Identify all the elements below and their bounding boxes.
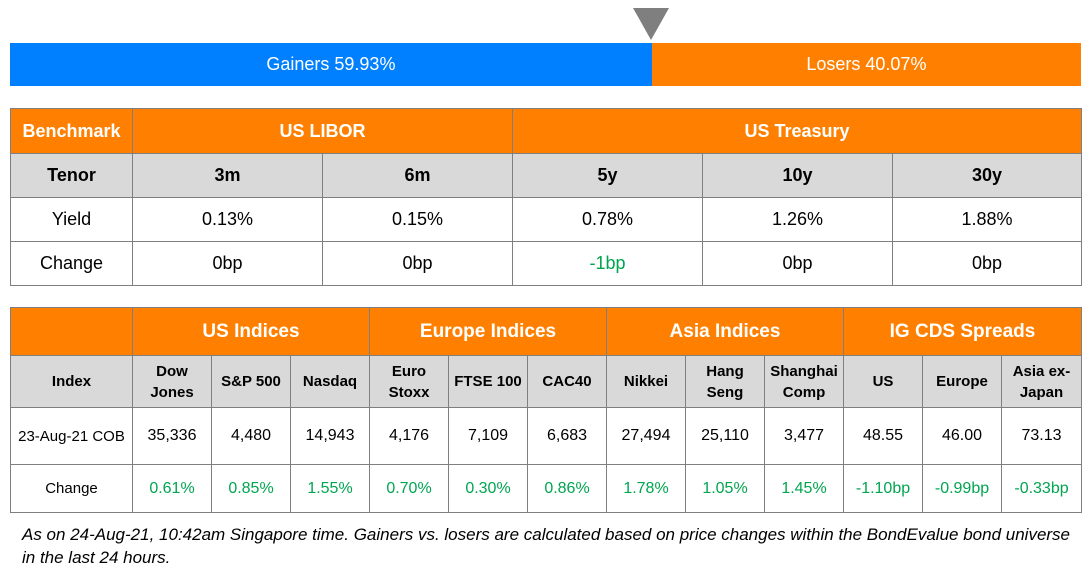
gainers-losers-bar: Gainers 59.93% Losers 40.07% [10, 43, 1081, 86]
index-value-cell: 3,477 [764, 407, 844, 465]
index-column-header: CAC40 [527, 355, 607, 408]
change-cell: 0bp [321, 241, 514, 286]
index-column-header: US [843, 355, 923, 408]
index-column-header: Hang Seng [685, 355, 765, 408]
index-change-cell: -0.99bp [922, 464, 1002, 513]
indices-table: US Indices Europe Indices Asia Indices I… [10, 307, 1082, 513]
index-change-cell: 1.55% [290, 464, 370, 513]
losers-label: Losers 40.07% [806, 54, 927, 74]
change-label: Change [10, 241, 133, 286]
change-label: Change [10, 464, 133, 513]
index-column-header-line: Nasdaq [302, 373, 358, 390]
losers-segment: Losers 40.07% [651, 43, 1081, 86]
index-column-header-line: Asia ex- [1012, 362, 1071, 380]
index-value-cell: 46.00 [922, 407, 1002, 465]
index-value-cell: 48.55 [843, 407, 923, 465]
asia-indices-header: Asia Indices [606, 307, 844, 356]
yield-label: Yield [10, 197, 133, 242]
tenor-cell: 6m [321, 153, 514, 198]
yield-cell: 0.13% [132, 197, 323, 242]
tenor-cell: 3m [132, 153, 323, 198]
index-change-cell: 0.86% [527, 464, 607, 513]
index-column-header-line: S&P 500 [221, 373, 281, 390]
index-change-cell: -1.10bp [843, 464, 923, 513]
index-column-header-line: Comp [782, 383, 826, 401]
index-column-header-line: FTSE 100 [454, 373, 522, 390]
yield-cell: 1.88% [892, 197, 1083, 242]
index-column-header-line: Japan [1019, 383, 1064, 401]
index-column-header: Shanghai Comp [764, 355, 844, 408]
index-column-header: Nikkei [606, 355, 686, 408]
gainers-segment: Gainers 59.93% [10, 43, 652, 86]
value-date-label: 23-Aug-21 COB [10, 407, 133, 465]
index-value-cell: 4,480 [211, 407, 291, 465]
tenor-label: Tenor [10, 153, 133, 198]
index-column-header-line: Seng [706, 383, 744, 401]
us-indices-header: US Indices [132, 307, 370, 356]
index-change-cell: 1.45% [764, 464, 844, 513]
index-value-cell: 27,494 [606, 407, 686, 465]
change-cell: -1bp [512, 241, 704, 286]
index-value-cell: 6,683 [527, 407, 607, 465]
index-column-header: Dow Jones [132, 355, 212, 408]
index-value-cell: 4,176 [369, 407, 449, 465]
index-value-cell: 25,110 [685, 407, 765, 465]
index-change-cell: 0.70% [369, 464, 449, 513]
yield-cell: 0.15% [321, 197, 514, 242]
ig-cds-spreads-header: IG CDS Spreads [843, 307, 1082, 356]
benchmark-table: Benchmark US LIBOR US Treasury Tenor 3m … [10, 108, 1083, 286]
index-column-header: Europe [922, 355, 1002, 408]
tenor-cell: 10y [702, 153, 894, 198]
index-change-cell: 0.85% [211, 464, 291, 513]
index-label: Index [10, 355, 133, 408]
europe-indices-header: Europe Indices [369, 307, 607, 356]
index-column-header-line: Europe [936, 373, 988, 390]
yield-cell: 0.78% [512, 197, 704, 242]
index-column-header-line: CAC40 [542, 373, 592, 390]
gainers-label: Gainers 59.93% [266, 54, 396, 74]
index-column-header: S&P 500 [211, 355, 291, 408]
tenor-cell: 30y [892, 153, 1083, 198]
index-column-header-line: Dow [156, 362, 188, 380]
yield-cell: 1.26% [702, 197, 894, 242]
indices-corner-cell [10, 307, 133, 356]
index-column-header-line: Stoxx [388, 383, 430, 401]
index-column-header-line: Euro [391, 362, 427, 380]
index-column-header: Nasdaq [290, 355, 370, 408]
index-column-header-line: Hang [706, 362, 744, 380]
index-change-cell: 0.61% [132, 464, 212, 513]
index-change-cell: 1.78% [606, 464, 686, 513]
change-cell: 0bp [892, 241, 1083, 286]
change-cell: 0bp [132, 241, 323, 286]
us-libor-header: US LIBOR [131, 108, 514, 154]
index-column-header-line: Jones [150, 383, 194, 401]
benchmark-header: Benchmark [10, 108, 133, 154]
us-treasury-header: US Treasury [512, 108, 1083, 154]
index-change-cell: -0.33bp [1001, 464, 1082, 513]
split-pointer-icon [633, 8, 669, 40]
index-value-cell: 73.13 [1001, 407, 1082, 465]
index-column-header: Asia ex- Japan [1001, 355, 1082, 408]
index-column-header-line: US [872, 373, 894, 390]
footnote: As on 24-Aug-21, 10:42am Singapore time.… [22, 525, 1071, 567]
index-change-cell: 1.05% [685, 464, 765, 513]
index-change-cell: 0.30% [448, 464, 528, 513]
change-cell: 0bp [702, 241, 894, 286]
index-value-cell: 7,109 [448, 407, 528, 465]
index-value-cell: 14,943 [290, 407, 370, 465]
index-column-header: Euro Stoxx [369, 355, 449, 408]
tenor-cell: 5y [512, 153, 704, 198]
index-column-header: FTSE 100 [448, 355, 528, 408]
index-column-header-line: Nikkei [623, 373, 669, 390]
index-value-cell: 35,336 [132, 407, 212, 465]
index-column-header-line: Shanghai [770, 362, 838, 380]
